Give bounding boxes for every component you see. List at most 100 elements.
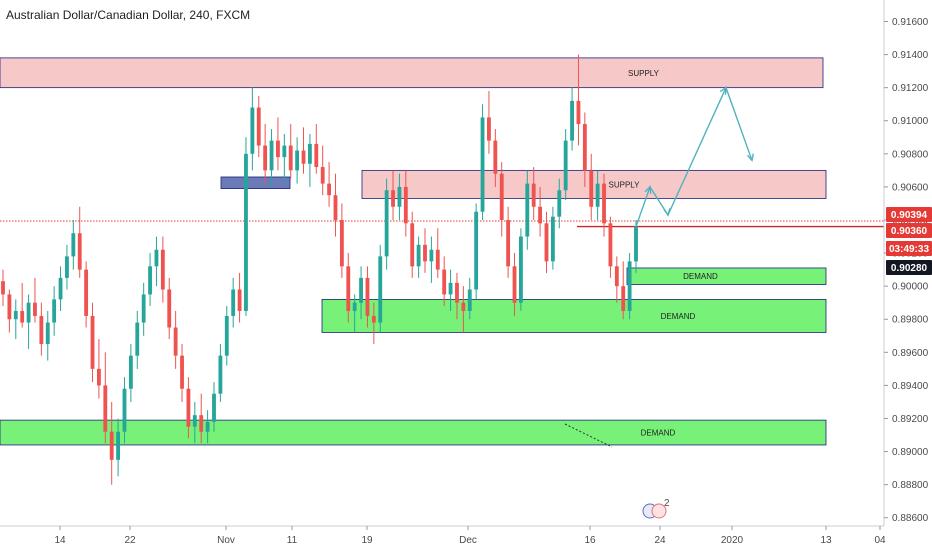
arrowhead xyxy=(663,208,671,217)
x-tick-label: 2020 xyxy=(721,535,744,546)
candle-body xyxy=(314,143,319,168)
candle-body xyxy=(391,190,395,207)
supply-zone-label: SUPPLY xyxy=(628,69,660,78)
candle-body xyxy=(602,183,606,224)
y-tick-label: 0.90800 xyxy=(892,149,929,160)
candle-body xyxy=(103,385,108,432)
candle-body xyxy=(256,107,261,146)
candle-body xyxy=(352,302,357,311)
candle-body xyxy=(295,150,300,171)
x-tick-label: 04 xyxy=(874,535,886,546)
candle-body xyxy=(212,393,216,422)
price-tag xyxy=(886,260,932,275)
arrowhead xyxy=(746,153,754,163)
y-tick-label: 0.91600 xyxy=(892,17,929,28)
candle-body xyxy=(96,368,101,386)
candle-body xyxy=(276,140,280,158)
candle-body xyxy=(327,183,332,196)
projection-line xyxy=(635,85,753,227)
candle-body xyxy=(186,388,191,427)
candle-body xyxy=(320,167,325,184)
candle-body xyxy=(282,145,287,158)
candle-body xyxy=(455,282,459,303)
price-tag-label: 03:49:33 xyxy=(889,244,929,255)
candle-body xyxy=(582,124,587,171)
arrowhead xyxy=(719,86,727,95)
base-zone xyxy=(220,176,291,189)
supply-zone xyxy=(361,169,827,199)
y-tick-label: 0.89800 xyxy=(892,315,929,326)
candle-body xyxy=(122,388,127,432)
candle-body xyxy=(244,153,248,311)
candle-body xyxy=(173,327,178,356)
candle-body xyxy=(371,315,376,323)
demand-zone xyxy=(626,267,827,285)
x-tick-label: 11 xyxy=(287,535,298,546)
candle-body xyxy=(116,431,121,460)
candle-body xyxy=(263,145,268,171)
price-tag xyxy=(886,241,932,256)
candle-body xyxy=(365,277,370,316)
demand-zone-label: DEMAND xyxy=(641,429,676,438)
candle-body xyxy=(627,261,632,311)
y-tick-label: 0.90000 xyxy=(892,282,929,293)
demand-zone xyxy=(0,419,827,446)
candle-body xyxy=(1,281,5,295)
candle-body xyxy=(154,249,159,267)
candle-body xyxy=(614,266,619,287)
candle-body xyxy=(301,150,306,164)
candle-body xyxy=(52,299,57,323)
overlay-badge[interactable]: 2 xyxy=(642,498,670,519)
projection-path xyxy=(635,85,754,227)
candle-body xyxy=(333,195,338,220)
candle-body xyxy=(423,244,427,262)
candle-body xyxy=(65,256,69,278)
candle-body xyxy=(634,226,638,262)
candle-body xyxy=(416,244,421,267)
candle-body xyxy=(167,289,172,328)
y-tick-label: 0.89600 xyxy=(892,348,929,359)
candle-body xyxy=(58,277,63,300)
candle-body xyxy=(525,183,530,237)
candle-body xyxy=(461,302,466,311)
candle-body xyxy=(493,140,498,174)
price-tag-label: 0.90360 xyxy=(891,226,928,237)
candle-body xyxy=(346,266,351,311)
candle-body xyxy=(378,256,383,323)
candle-body xyxy=(384,190,389,257)
candle-body xyxy=(288,145,293,171)
avatar-icon[interactable] xyxy=(651,503,667,519)
candle-body xyxy=(269,140,274,171)
candle-body xyxy=(33,302,37,316)
demand-zone xyxy=(321,298,827,333)
y-tick-label: 0.91000 xyxy=(892,116,929,127)
candle-body xyxy=(506,219,511,267)
x-tick-label: 22 xyxy=(124,535,136,546)
candle-body xyxy=(20,310,25,323)
y-tick-label: 0.90600 xyxy=(892,182,929,193)
candle-body xyxy=(435,249,440,270)
candle-body xyxy=(160,249,165,290)
x-tick-label: 24 xyxy=(654,535,666,546)
candle-body xyxy=(7,294,12,320)
chart-title: Australian Dollar/Canadian Dollar, 240, … xyxy=(6,8,251,22)
y-tick-label: 0.91200 xyxy=(892,83,929,94)
demand-zone-label: DEMAND xyxy=(661,312,696,321)
candle-body xyxy=(180,355,184,389)
x-tick-label: 14 xyxy=(54,535,66,546)
candle-body xyxy=(135,322,140,356)
price-tag xyxy=(886,207,932,222)
candle-body xyxy=(499,173,504,220)
candle-body xyxy=(544,223,549,262)
candle-body xyxy=(128,355,133,389)
candle-body xyxy=(90,315,95,369)
supply-zone-label: SUPPLY xyxy=(609,180,641,189)
candle-body xyxy=(570,100,574,141)
candle-body xyxy=(199,415,204,432)
y-tick-label: 0.88600 xyxy=(892,513,929,524)
y-tick-label: 0.89200 xyxy=(892,414,929,425)
candle-body xyxy=(224,315,229,356)
price-tag-label: 0.90280 xyxy=(891,263,928,274)
candle-body xyxy=(621,286,626,311)
